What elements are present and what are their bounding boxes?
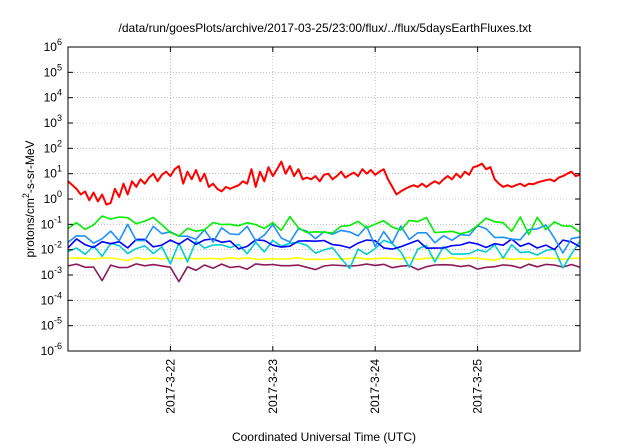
y-tick-label: 102	[44, 138, 62, 155]
y-tick-label: 10-4	[41, 290, 62, 307]
y-tick-label: 106	[44, 37, 62, 54]
x-axis-label: Coordinated Universal Time (UTC)	[232, 430, 416, 444]
y-tick-label: 10-3	[41, 265, 62, 282]
series-layer	[67, 160, 581, 283]
series-line	[67, 256, 581, 262]
axis-ticks: 10-6 10-5 10-4 10-3 10-2 10-1 100 101 102 103 104 1…	[41, 37, 580, 414]
series-line	[67, 263, 581, 283]
x-tick-label: 2017-3-22	[163, 359, 177, 414]
y-axis-label: protons/cm2-s-sr-MeV	[21, 140, 37, 257]
series-line	[67, 215, 581, 237]
y-tick-label: 10-1	[41, 214, 62, 231]
series-line	[67, 237, 581, 251]
x-tick-label: 2017-3-23	[266, 359, 280, 414]
y-tick-label: 10-6	[41, 341, 62, 358]
x-tick-label: 2017-3-25	[471, 359, 485, 414]
y-tick-label: 100	[44, 189, 62, 206]
x-tick-label: 2017-3-24	[368, 359, 382, 414]
series-line	[67, 239, 581, 270]
series-line	[67, 160, 581, 206]
y-tick-label: 105	[44, 62, 62, 79]
y-tick-label: 101	[44, 164, 62, 181]
y-tick-label: 10-5	[41, 316, 62, 333]
y-tick-label: 103	[44, 113, 62, 130]
y-tick-label: 104	[44, 88, 62, 105]
y-tick-label: 10-2	[41, 240, 62, 257]
chart-title: /data/run/goesPlots/archive/2017-03-25/2…	[119, 21, 533, 35]
